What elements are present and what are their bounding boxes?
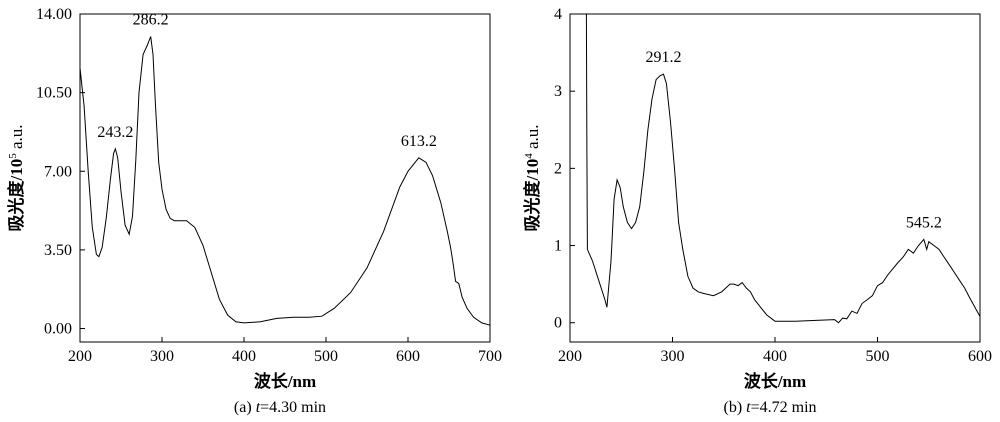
plot-frame-a — [79, 13, 491, 343]
y-tick-label: 0.00 — [44, 321, 72, 338]
y-tick-label: 10.50 — [36, 85, 72, 102]
x-tick-label: 300 — [661, 348, 685, 365]
peak-labels-a: 243.2 286.2 613.2 — [97, 11, 436, 149]
x-tick-label: 500 — [866, 348, 890, 365]
x-tick-label: 200 — [68, 348, 92, 365]
x-axis-title-a: 波长/nm — [254, 371, 316, 391]
y-axis-title-a: 吸光度/105 a.u. — [6, 124, 26, 231]
spectrum-line-b — [585, 13, 981, 324]
x-tick-label: 300 — [150, 348, 174, 365]
x-tick-label: 400 — [763, 348, 787, 365]
y-axis-exponent-a: 5 — [7, 153, 19, 159]
peak-label: 545.2 — [906, 214, 942, 231]
plot-frame-b — [569, 13, 981, 343]
peak-labels-b: 291.2 545.2 — [645, 49, 941, 231]
spectrum-line-a — [79, 36, 491, 326]
y-axis-exponent-b: 4 — [523, 153, 535, 159]
x-tick-label: 200 — [558, 348, 582, 365]
x-tick-label: 500 — [314, 348, 338, 365]
caption-b: (b) t=4.72 min — [723, 399, 816, 416]
axis-ticks-a: 200 300 400 500 600 700 0.00 3.50 7.00 10.50 14.00 — [36, 6, 502, 365]
y-tick-label: 7.00 — [44, 163, 72, 180]
y-tick-label: 1 — [554, 238, 562, 255]
x-axis-title-b: 波长/nm — [744, 371, 806, 391]
y-tick-label: 2 — [554, 160, 562, 177]
x-tick-label: 600 — [396, 348, 420, 365]
caption-a: (a) t=4.30 min — [234, 399, 326, 416]
y-tick-label: 0 — [554, 315, 562, 332]
x-tick-label: 700 — [478, 348, 502, 365]
panel-b: 200 300 400 500 600 0 1 2 3 4 291.2 545.2 波长/nm 吸光… — [522, 6, 992, 416]
peak-label: 286.2 — [133, 11, 169, 28]
peak-label: 613.2 — [401, 133, 437, 150]
y-tick-label: 4 — [554, 6, 562, 23]
x-tick-label: 400 — [232, 348, 256, 365]
y-tick-label: 14.00 — [36, 6, 72, 23]
y-tick-label: 3.50 — [44, 242, 72, 259]
y-tick-label: 3 — [554, 83, 562, 100]
y-axis-title-b: 吸光度/104 a.u. — [522, 124, 542, 231]
peak-label: 243.2 — [97, 124, 133, 141]
axis-ticks-b: 200 300 400 500 600 0 1 2 3 4 — [554, 6, 992, 365]
x-tick-label: 600 — [968, 348, 992, 365]
peak-label: 291.2 — [645, 49, 681, 66]
panel-a: 200 300 400 500 600 700 0.00 3.50 7.00 10.50 14.00… — [6, 6, 502, 416]
